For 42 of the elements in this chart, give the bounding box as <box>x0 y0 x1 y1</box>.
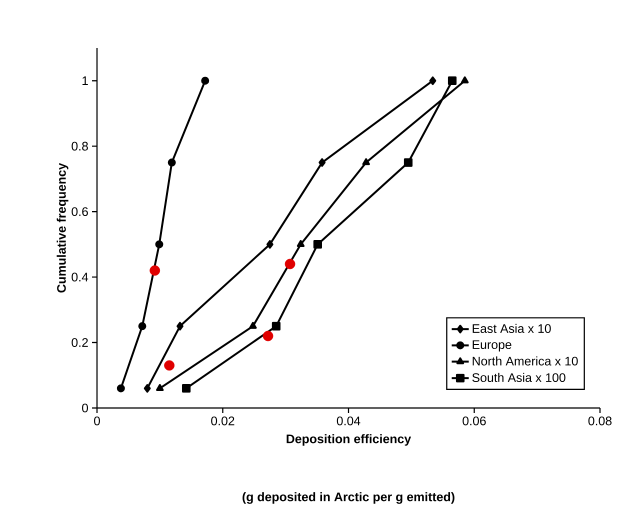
point <box>262 330 274 342</box>
point <box>168 158 176 167</box>
y-tick-label: 1 <box>82 76 88 85</box>
legend-label: Europe <box>472 340 512 352</box>
point <box>318 158 326 167</box>
legend-label: South Asia x 100 <box>472 372 566 382</box>
y-tick-label: 0 <box>82 404 88 412</box>
y-tick-label: 0.2 <box>72 338 88 347</box>
point <box>266 240 274 249</box>
point <box>249 322 257 329</box>
point <box>313 240 322 249</box>
point <box>362 158 370 166</box>
point <box>182 384 191 393</box>
x-axis-title: Deposition efficiency <box>286 434 412 446</box>
x-tick-label: 0.06 <box>462 416 486 426</box>
point <box>404 158 413 167</box>
legend-label: North America x 10 <box>472 356 578 366</box>
x-tick-label: 0.04 <box>336 416 360 426</box>
legend-label: East Asia x 10 <box>472 324 551 333</box>
point <box>176 322 184 330</box>
y-axis-title: Cumulative frequency <box>56 163 68 293</box>
point <box>201 76 210 85</box>
y-tick-label: 0.4 <box>72 272 88 282</box>
point <box>272 322 280 330</box>
text: (g deposited in Arctic per g emitted) <box>242 492 454 504</box>
x-tick-label: 0.02 <box>211 416 234 426</box>
point <box>155 240 164 248</box>
y-tick-label: 0.8 <box>72 142 88 151</box>
point <box>284 258 296 270</box>
point <box>448 76 457 86</box>
point <box>156 384 164 391</box>
x-tick-label: 0 <box>94 416 100 426</box>
point <box>164 360 175 371</box>
point <box>138 322 146 330</box>
point <box>460 76 469 84</box>
point <box>296 240 305 247</box>
point <box>116 384 125 392</box>
point <box>150 265 160 276</box>
point <box>429 76 436 86</box>
y-tick-label: 0.6 <box>72 207 88 216</box>
point <box>144 384 151 393</box>
x-tick-label: 0.08 <box>588 416 612 426</box>
